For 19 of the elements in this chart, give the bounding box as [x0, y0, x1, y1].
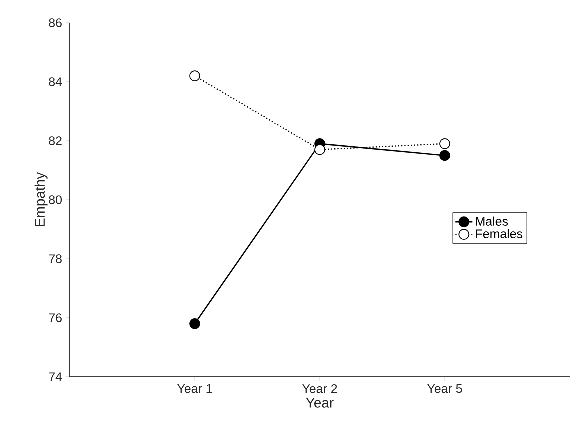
y-tick-label: 74 [49, 372, 62, 382]
point [440, 150, 450, 162]
point [440, 138, 450, 150]
legend-label: Females [476, 229, 523, 238]
y-tick-label: 82 [49, 136, 62, 146]
legend-label: Males [476, 216, 508, 226]
y-axis-title: Empathy [34, 172, 48, 226]
point [190, 70, 200, 82]
y-tick-label: 86 [49, 18, 62, 28]
y-tick-label: 84 [49, 78, 62, 86]
x-tick-label: Year 2 [302, 384, 338, 394]
x-tick-label: Year 5 [428, 384, 462, 394]
y-tick-label: 78 [49, 254, 62, 264]
y-tick-label: 76 [49, 314, 62, 322]
point [314, 144, 326, 156]
point [190, 318, 200, 330]
x-tick-label: Year 1 [178, 384, 212, 394]
y-tick-label: 80 [49, 196, 62, 204]
x-axis-title: Year [306, 398, 334, 408]
